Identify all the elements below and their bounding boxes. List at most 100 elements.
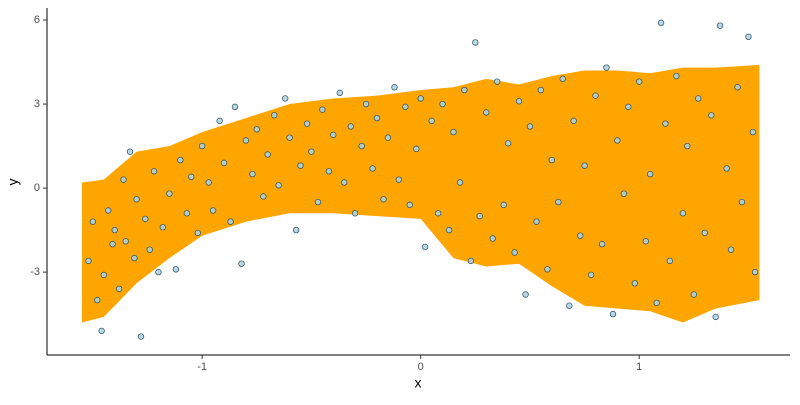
point xyxy=(504,140,512,147)
point xyxy=(358,142,365,150)
point xyxy=(126,148,134,155)
point xyxy=(679,210,687,217)
point xyxy=(684,142,691,150)
point xyxy=(142,215,149,223)
point xyxy=(131,254,138,262)
point xyxy=(406,201,413,209)
point xyxy=(690,291,698,298)
point xyxy=(609,310,617,318)
point xyxy=(515,98,523,105)
point xyxy=(570,117,577,125)
point xyxy=(461,86,468,94)
point xyxy=(104,207,112,214)
point xyxy=(522,291,529,298)
point xyxy=(749,128,757,136)
point xyxy=(483,109,490,116)
point xyxy=(662,120,669,127)
point xyxy=(194,229,201,237)
point xyxy=(133,196,140,203)
point xyxy=(177,156,184,164)
x-tick-label: -1 xyxy=(197,361,207,373)
point xyxy=(362,100,370,108)
point xyxy=(166,190,173,197)
point xyxy=(592,92,599,99)
point xyxy=(620,190,628,197)
point xyxy=(384,134,392,141)
point xyxy=(745,33,752,41)
point xyxy=(146,246,153,253)
point xyxy=(434,210,442,217)
point xyxy=(500,201,507,209)
point xyxy=(216,117,223,125)
point xyxy=(537,86,545,94)
point xyxy=(303,120,311,127)
point xyxy=(657,19,665,27)
point xyxy=(673,72,680,80)
point xyxy=(493,78,501,85)
point xyxy=(297,162,304,169)
point xyxy=(292,226,300,234)
point xyxy=(308,148,315,155)
point xyxy=(712,313,719,321)
point xyxy=(646,170,654,178)
point xyxy=(260,193,267,200)
point xyxy=(122,238,129,245)
x-axis-title: x xyxy=(415,375,422,391)
point xyxy=(577,232,584,239)
point xyxy=(249,170,256,178)
point xyxy=(330,131,337,139)
point xyxy=(109,240,116,248)
point xyxy=(120,176,127,183)
point xyxy=(642,238,649,245)
point xyxy=(701,229,708,237)
point xyxy=(183,210,191,217)
point xyxy=(314,198,322,206)
point xyxy=(734,84,741,91)
point xyxy=(587,271,595,279)
point xyxy=(227,218,234,225)
point xyxy=(450,128,457,136)
point xyxy=(198,142,206,150)
point xyxy=(155,268,162,276)
point xyxy=(238,260,245,267)
point xyxy=(242,137,250,144)
point xyxy=(417,95,424,102)
y-tick-label: -3 xyxy=(30,266,40,278)
point xyxy=(209,207,217,214)
point xyxy=(150,168,158,175)
x-tick-label: 1 xyxy=(636,361,642,373)
point xyxy=(439,100,446,108)
point xyxy=(137,333,145,340)
point xyxy=(286,134,293,141)
point xyxy=(548,156,556,164)
point xyxy=(159,224,167,231)
point xyxy=(428,117,435,125)
point xyxy=(89,218,97,225)
point xyxy=(402,103,409,111)
point xyxy=(533,218,540,225)
point xyxy=(188,173,195,181)
point xyxy=(625,103,632,111)
point xyxy=(94,296,101,304)
point xyxy=(413,145,420,153)
point xyxy=(603,64,610,71)
x-tick-label: 0 xyxy=(418,361,424,373)
point xyxy=(738,198,746,206)
point xyxy=(723,165,730,172)
point xyxy=(85,257,92,265)
point xyxy=(231,103,239,111)
point xyxy=(325,168,333,175)
point xyxy=(391,84,398,91)
point xyxy=(581,162,588,169)
y-tick-label: 3 xyxy=(34,98,40,110)
point xyxy=(456,179,464,186)
point xyxy=(172,266,180,273)
point xyxy=(253,126,260,133)
point xyxy=(489,235,496,242)
point xyxy=(341,179,348,186)
point xyxy=(716,22,724,29)
point xyxy=(351,210,359,217)
y-tick-label: 6 xyxy=(34,14,40,26)
point xyxy=(566,302,573,309)
